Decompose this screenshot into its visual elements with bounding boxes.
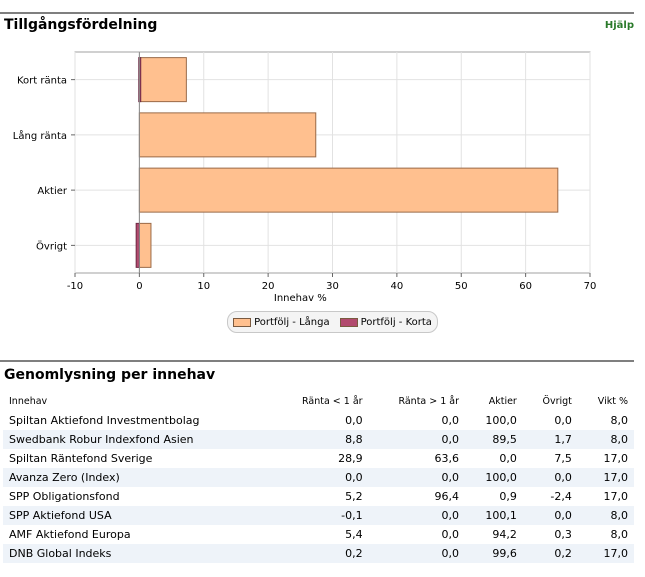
legend-label-short: Portfölj - Korta <box>360 316 432 328</box>
cell-long-rate: 0,0 <box>441 528 460 541</box>
x-tick-label: 70 <box>584 281 597 292</box>
legend-item-long[interactable]: Portfölj - Långa <box>233 317 330 328</box>
cell-weight: 17,0 <box>603 452 629 465</box>
x-axis-title: Innehav % <box>274 293 327 304</box>
cell-long-rate: 0,0 <box>368 506 466 525</box>
cell-short-rate: 0,0 <box>345 414 363 427</box>
cell-equities: 100,0 <box>485 414 517 427</box>
y-category-label: Kort ränta <box>17 76 67 87</box>
cell-equities: 0,0 <box>499 452 517 465</box>
bar-long <box>138 57 187 103</box>
holdings-header-row: Innehav Ränta < 1 år Ränta > 1 år Aktier… <box>3 392 634 411</box>
table-row: Spiltan Aktiefond Investmentbolag 0,0 0,… <box>3 411 634 430</box>
cell-other: 0,2 <box>522 544 578 563</box>
x-tick-label: 0 <box>136 281 142 292</box>
cell-other: 7,5 <box>554 452 572 465</box>
holdings-title: Genomlysning per innehav <box>4 367 216 383</box>
y-category-label: Övrigt <box>36 239 67 252</box>
cell-weight: 8,0 <box>610 528 629 541</box>
cell-other: 0,0 <box>522 506 578 525</box>
cell-long-rate: 0,0 <box>441 414 460 427</box>
allocation-title: Tillgångsfördelning <box>4 17 158 33</box>
x-tick-label: -10 <box>67 281 83 292</box>
x-tick-label: 10 <box>197 281 210 292</box>
cell-equities: 100,1 <box>465 506 523 525</box>
cell-equities: 94,2 <box>492 528 517 541</box>
cell-other: 0,0 <box>554 414 572 427</box>
cell-long-rate: 0,0 <box>368 430 466 449</box>
column-header-other[interactable]: Övrigt <box>542 396 572 407</box>
y-category-label: Lång ränta <box>13 129 67 142</box>
holding-name: Avanza Zero (Index) <box>3 468 273 487</box>
cell-weight: 17,0 <box>603 490 629 503</box>
chart-legend: Portfölj - Långa Portfölj - Korta <box>227 311 438 333</box>
column-header-short-rate[interactable]: Ränta < 1 år <box>302 396 363 407</box>
cell-short-rate: 5,2 <box>345 490 363 503</box>
legend-swatch-long <box>233 317 252 327</box>
cell-weight: 17,0 <box>577 468 634 487</box>
cell-other: -2,4 <box>550 490 572 503</box>
cell-short-rate: 28,9 <box>338 452 363 465</box>
x-tick-label: 30 <box>326 281 339 292</box>
section-divider-allocation <box>0 12 634 14</box>
column-header-weight[interactable]: Vikt % <box>597 396 628 407</box>
cell-equities: 0,9 <box>499 490 517 503</box>
cell-short-rate: 8,8 <box>272 430 369 449</box>
cell-other: 0,0 <box>522 468 578 487</box>
chart-bars <box>135 57 559 268</box>
cell-equities: 89,5 <box>465 430 523 449</box>
cell-weight: 17,0 <box>577 544 634 563</box>
table-row: Avanza Zero (Index) 0,0 0,0 100,0 0,0 17… <box>3 468 634 487</box>
holding-name: Spiltan Aktiefond Investmentbolag <box>9 414 200 427</box>
holding-name: Swedbank Robur Indexfond Asien <box>3 430 273 449</box>
holding-name: AMF Aktiefond Europa <box>9 528 131 541</box>
cell-weight: 8,0 <box>577 430 634 449</box>
holdings-table: Innehav Ränta < 1 år Ränta > 1 år Aktier… <box>3 392 634 563</box>
table-row: Spiltan Räntefond Sverige 28,9 63,6 0,0 … <box>3 449 634 468</box>
cell-other: 0,3 <box>554 528 572 541</box>
holding-name: DNB Global Indeks <box>3 544 273 563</box>
bar-long <box>138 222 152 268</box>
holding-name: Spiltan Räntefond Sverige <box>9 452 153 465</box>
cell-short-rate: -0,1 <box>272 506 369 525</box>
table-row: DNB Global Indeks 0,2 0,0 99,6 0,2 17,0 <box>3 544 634 563</box>
cell-short-rate: 0,2 <box>272 544 369 563</box>
column-header-long-rate[interactable]: Ränta > 1 år <box>398 396 460 407</box>
chart-axes: -10 0 10 20 30 40 50 60 70 Kort ränta Lång ränta Ak… <box>13 52 597 304</box>
cell-long-rate: 63,6 <box>434 452 460 465</box>
bar-long <box>138 167 559 213</box>
legend-item-short[interactable]: Portfölj - Korta <box>339 316 432 328</box>
cell-long-rate: 96,4 <box>434 490 460 503</box>
table-row: AMF Aktiefond Europa 5,4 0,0 94,2 0,3 8,… <box>3 525 634 544</box>
table-row: SPP Aktiefond USA -0,1 0,0 100,1 0,0 8,0 <box>3 506 634 525</box>
cell-other: 1,7 <box>522 430 578 449</box>
legend-label-long: Portfölj - Långa <box>254 316 330 328</box>
x-tick-label: 40 <box>391 281 404 292</box>
cell-weight: 8,0 <box>610 414 629 427</box>
cell-long-rate: 0,0 <box>368 544 466 563</box>
y-category-label: Aktier <box>37 186 67 197</box>
cell-weight: 8,0 <box>577 506 634 525</box>
holding-name: SPP Aktiefond USA <box>3 506 273 525</box>
cell-equities: 100,0 <box>465 468 523 487</box>
legend-swatch-short <box>339 317 358 327</box>
holding-name: SPP Obligationsfond <box>9 490 120 503</box>
cell-long-rate: 0,0 <box>368 468 466 487</box>
column-header-equities[interactable]: Aktier <box>488 396 517 407</box>
cell-equities: 99,6 <box>465 544 523 563</box>
cell-short-rate: 0,0 <box>272 468 369 487</box>
x-tick-label: 20 <box>262 281 275 292</box>
table-row: Swedbank Robur Indexfond Asien 8,8 0,0 8… <box>3 430 634 449</box>
table-row: SPP Obligationsfond 5,2 96,4 0,9 -2,4 17… <box>3 487 634 506</box>
help-link[interactable]: Hjälp <box>604 20 634 31</box>
bar-long <box>138 112 317 158</box>
section-divider-holdings <box>0 360 634 362</box>
x-tick-label: 60 <box>519 281 532 292</box>
allocation-bar-chart: -10 0 10 20 30 40 50 60 70 Kort ränta Lång ränta Ak… <box>13 51 597 304</box>
x-tick-label: 50 <box>455 281 468 292</box>
cell-short-rate: 5,4 <box>345 528 363 541</box>
column-header-holding[interactable]: Innehav <box>9 396 48 407</box>
